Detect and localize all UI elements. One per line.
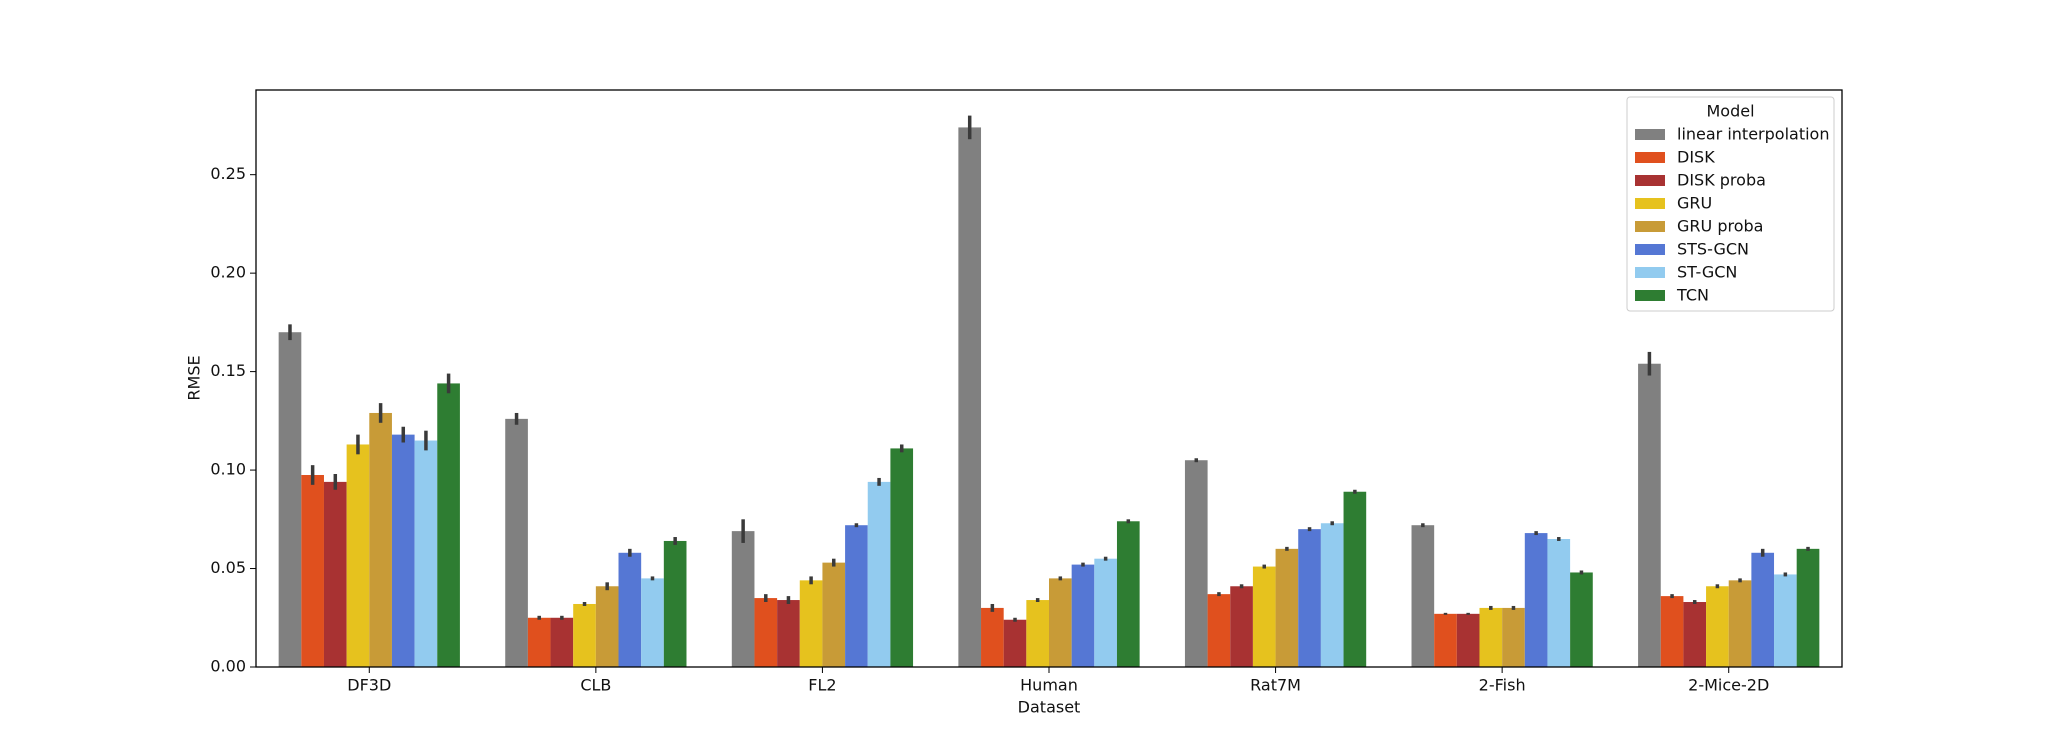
bar	[981, 607, 1004, 667]
bar	[573, 603, 596, 667]
bar	[1751, 552, 1775, 667]
bar	[414, 440, 438, 667]
legend-title: Model	[1706, 102, 1754, 121]
bar	[618, 552, 642, 667]
bar	[641, 578, 664, 667]
bar	[369, 412, 392, 667]
bar	[1434, 613, 1457, 667]
bar	[1502, 607, 1525, 667]
legend-swatch	[1635, 129, 1665, 140]
x-tick-label: DF3D	[347, 676, 391, 695]
bar	[323, 481, 347, 667]
y-tick-label: 0.15	[210, 361, 246, 380]
bar	[1479, 607, 1503, 667]
bar	[1796, 548, 1820, 667]
bar	[527, 617, 551, 667]
legend-swatch	[1635, 267, 1665, 278]
bar	[1071, 564, 1095, 667]
bar	[777, 600, 800, 667]
y-axis-label: RMSE	[185, 355, 204, 400]
y-tick-label: 0.20	[210, 263, 246, 282]
bar	[1547, 538, 1571, 667]
bar	[278, 332, 302, 667]
legend-label: GRU	[1677, 194, 1712, 213]
bar	[1026, 600, 1049, 667]
bar	[890, 448, 914, 667]
bar	[731, 531, 755, 667]
y-tick-label: 0.10	[210, 460, 246, 479]
bar	[1320, 523, 1344, 667]
bar	[1275, 548, 1299, 667]
bar	[301, 474, 324, 667]
x-tick-label: 2-Fish	[1479, 676, 1526, 695]
bar	[505, 418, 528, 667]
plot-frame	[255, 89, 1843, 668]
bar	[1570, 572, 1593, 667]
x-tick-label: Human	[1020, 676, 1078, 695]
legend-label: GRU proba	[1677, 217, 1763, 236]
legend-label: DISK proba	[1677, 171, 1766, 190]
bar	[754, 598, 778, 667]
bar	[1638, 363, 1661, 667]
bar	[1524, 533, 1548, 667]
bar	[1003, 619, 1027, 667]
legend-label: DISK	[1677, 148, 1715, 167]
legend-swatch	[1635, 290, 1665, 301]
legend-label: STS-GCN	[1677, 240, 1749, 259]
legend-swatch	[1635, 198, 1665, 209]
x-tick-label: 2-Mice-2D	[1688, 676, 1769, 695]
bar	[1116, 521, 1140, 667]
bar	[1343, 491, 1367, 667]
bar	[1683, 602, 1707, 667]
bar	[1184, 460, 1208, 667]
y-tick-label: 0.00	[210, 657, 246, 676]
bar	[437, 383, 460, 667]
bar	[346, 444, 370, 667]
bar	[1774, 574, 1797, 667]
legend-label: TCN	[1676, 286, 1709, 305]
bar	[799, 580, 823, 667]
bar	[845, 525, 868, 667]
bar	[867, 481, 891, 667]
bar	[1298, 529, 1321, 667]
legend-box	[1626, 96, 1835, 312]
y-tick-label: 0.05	[210, 558, 246, 577]
legend-swatch	[1635, 221, 1665, 232]
x-tick-label: Rat7M	[1250, 676, 1301, 695]
bar	[1660, 596, 1684, 667]
bar	[550, 617, 574, 667]
x-axis-label: Dataset	[1018, 698, 1081, 717]
bar	[822, 562, 846, 667]
y-tick-label: 0.25	[210, 164, 246, 183]
bar	[391, 434, 415, 667]
x-tick-label: FL2	[808, 676, 836, 695]
bar	[1411, 525, 1435, 667]
bar	[1456, 613, 1480, 667]
bar	[663, 540, 687, 667]
legend-swatch	[1635, 175, 1665, 186]
bar	[1706, 586, 1729, 667]
x-tick-label: CLB	[580, 676, 611, 695]
bar	[1094, 558, 1117, 667]
legend-label: ST-GCN	[1677, 263, 1737, 282]
bar	[595, 586, 619, 667]
legend-label: linear interpolation	[1677, 125, 1829, 144]
bar	[1230, 586, 1253, 667]
bar	[1207, 594, 1231, 667]
legend-swatch	[1635, 152, 1665, 163]
legend-swatch	[1635, 244, 1665, 255]
bar	[1049, 578, 1072, 667]
bar	[1728, 580, 1752, 667]
bar	[958, 127, 982, 667]
bar	[1252, 566, 1276, 667]
